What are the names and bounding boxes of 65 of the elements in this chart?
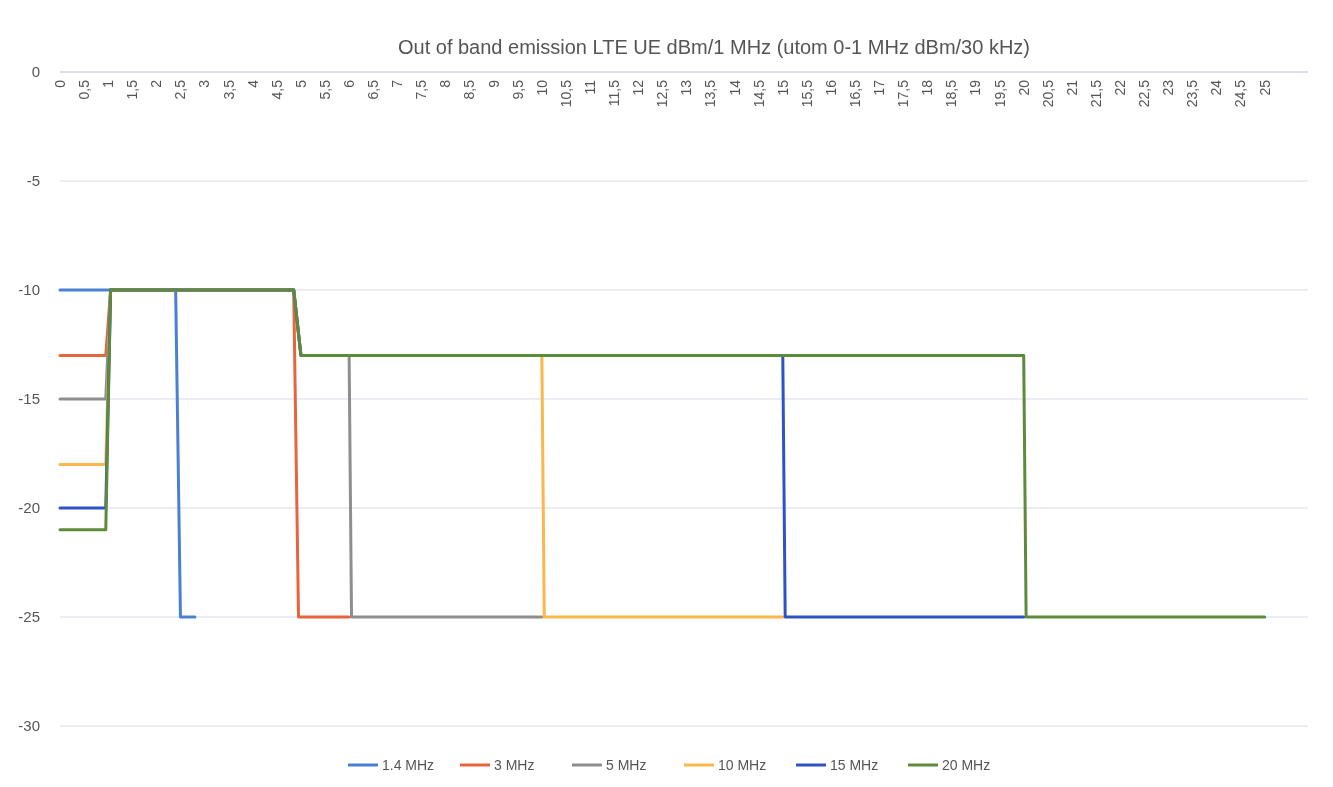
x-tick-label: 14,5 (750, 79, 767, 108)
x-tick-label: 22 (1111, 79, 1128, 96)
x-tick-label: 4 (244, 79, 261, 88)
x-tick-label: 21 (1063, 79, 1080, 96)
x-tick-label: 2,5 (172, 79, 189, 100)
x-tick-label: 20 (1015, 79, 1032, 96)
x-tick-label: 13,5 (702, 79, 719, 108)
x-tick-label: 6,5 (365, 79, 382, 100)
x-tick-label: 11,5 (606, 79, 623, 107)
x-tick-label: 23 (1160, 79, 1177, 96)
y-tick-label: -30 (18, 717, 40, 735)
x-tick-label: 18 (919, 79, 936, 96)
x-tick-label: 10 (533, 79, 550, 96)
legend-label: 5 MHz (606, 756, 647, 773)
x-tick-label: 10,5 (557, 79, 574, 108)
x-tick-label: 17 (871, 79, 888, 96)
y-tick-label: -5 (26, 172, 40, 190)
x-tick-label: 11 (581, 79, 598, 95)
x-tick-label: 3 (196, 79, 213, 88)
y-tick-label: -20 (18, 499, 40, 517)
x-tick-label: 5,5 (316, 79, 333, 100)
y-tick-label: -15 (18, 390, 40, 408)
y-tick-label: -10 (18, 281, 40, 299)
x-tick-label: 15,5 (798, 79, 815, 108)
x-tick-label: 23,5 (1184, 79, 1201, 108)
x-tick-label: 15 (774, 79, 791, 96)
x-tick-label: 19,5 (991, 79, 1008, 108)
legend-label: 20 MHz (942, 756, 991, 773)
x-tick-label: 1,5 (124, 79, 141, 100)
x-tick-label: 20,5 (1039, 79, 1056, 108)
line-series (58, 288, 1267, 619)
x-tick-label: 8,5 (461, 79, 478, 100)
x-tick-label: 24,5 (1232, 79, 1249, 108)
x-tick-label: 16,5 (846, 79, 863, 108)
x-tick-label: 24 (1208, 79, 1225, 96)
x-tick-label: 8 (437, 79, 454, 88)
legend-label: 1.4 MHz (382, 756, 435, 773)
x-tick-label: 0 (51, 79, 68, 88)
x-tick-label: 0,5 (75, 79, 92, 100)
x-tick-label: 13 (678, 79, 695, 96)
x-tick-label: 19 (967, 79, 984, 96)
x-tick-label: 1 (100, 79, 117, 88)
x-tick-label: 5 (292, 79, 309, 88)
x-tick-label: 16 (822, 79, 839, 96)
legend-label: 15 MHz (830, 756, 879, 773)
x-tick-label: 21,5 (1087, 79, 1104, 108)
x-tick-label: 22,5 (1136, 79, 1153, 108)
x-tick-label: 9,5 (509, 79, 526, 100)
y-tick-label: -25 (18, 608, 40, 626)
x-tick-label: 9 (485, 79, 502, 88)
x-tick-label: 7 (389, 79, 406, 88)
chart-title: Out of band emission LTE UE dBm/1 MHz (utom 0-1 MHz dBm/30 kHz) (397, 36, 1031, 58)
x-tick-label: 12,5 (654, 79, 671, 108)
x-tick-label: 4,5 (268, 79, 285, 100)
x-tick-label: 25 (1256, 79, 1273, 96)
legend-label: 3 MHz (494, 756, 535, 773)
x-tick-label: 3,5 (220, 79, 237, 100)
x-tick-label: 17,5 (895, 79, 912, 108)
x-tick-label: 14 (726, 79, 743, 96)
x-tick-label: 18,5 (943, 79, 960, 108)
x-tick-label: 7,5 (413, 79, 430, 100)
x-tick-label: 2 (148, 79, 165, 88)
x-tick-label: 6 (341, 79, 358, 88)
legend-label: 10 MHz (718, 756, 767, 773)
x-tick-label: 12 (630, 79, 647, 96)
